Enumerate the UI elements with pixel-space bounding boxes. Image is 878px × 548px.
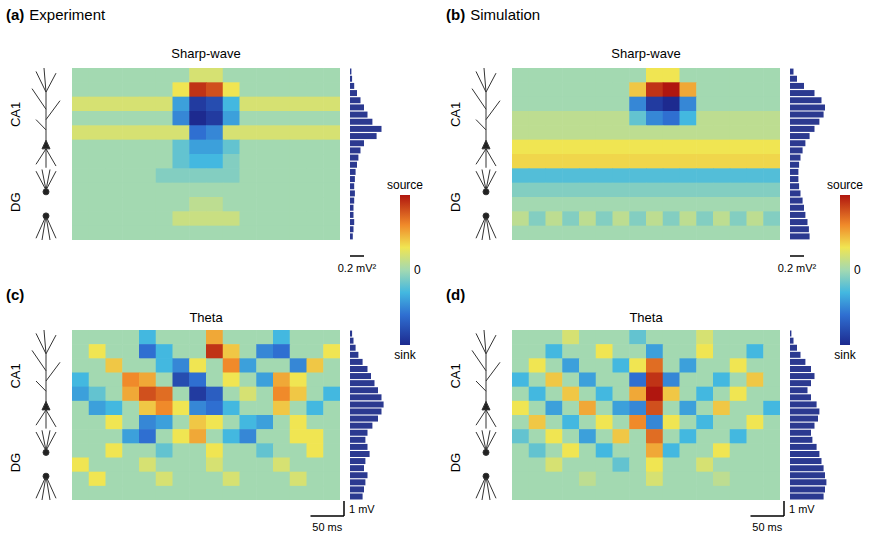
svg-text:sink: sink [394, 348, 416, 362]
svg-text:1 mV: 1 mV [349, 503, 375, 515]
svg-text:source: source [827, 178, 863, 192]
svg-text:(b)Simulation: (b)Simulation [446, 6, 540, 23]
svg-text:1 mV: 1 mV [789, 503, 815, 515]
svg-text:Sharp-wave: Sharp-wave [171, 46, 240, 61]
svg-text:DG: DG [448, 453, 463, 473]
svg-text:0: 0 [414, 263, 421, 277]
svg-text:0.2 mV²: 0.2 mV² [338, 262, 377, 274]
svg-text:DG: DG [8, 192, 23, 212]
svg-text:CA1: CA1 [8, 363, 23, 388]
svg-text:50 ms: 50 ms [312, 521, 342, 533]
svg-text:source: source [387, 178, 423, 192]
svg-text:Theta: Theta [189, 310, 223, 325]
svg-text:CA1: CA1 [8, 102, 23, 127]
svg-text:CA1: CA1 [448, 363, 463, 388]
svg-text:Theta: Theta [629, 310, 663, 325]
svg-text:0: 0 [854, 263, 861, 277]
svg-text:(d): (d) [446, 286, 465, 303]
svg-text:sink: sink [834, 348, 856, 362]
svg-text:(c): (c) [6, 286, 24, 303]
svg-text:CA1: CA1 [448, 102, 463, 127]
svg-text:(a)Experiment: (a)Experiment [6, 6, 106, 23]
svg-text:DG: DG [448, 192, 463, 212]
svg-text:DG: DG [8, 453, 23, 473]
svg-text:0.2 mV²: 0.2 mV² [778, 262, 817, 274]
svg-text:Sharp-wave: Sharp-wave [611, 46, 680, 61]
svg-text:50 ms: 50 ms [752, 521, 782, 533]
